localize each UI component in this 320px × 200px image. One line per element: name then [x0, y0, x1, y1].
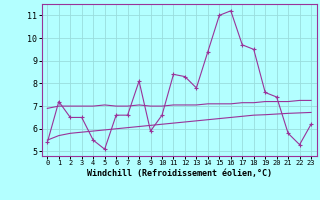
- X-axis label: Windchill (Refroidissement éolien,°C): Windchill (Refroidissement éolien,°C): [87, 169, 272, 178]
